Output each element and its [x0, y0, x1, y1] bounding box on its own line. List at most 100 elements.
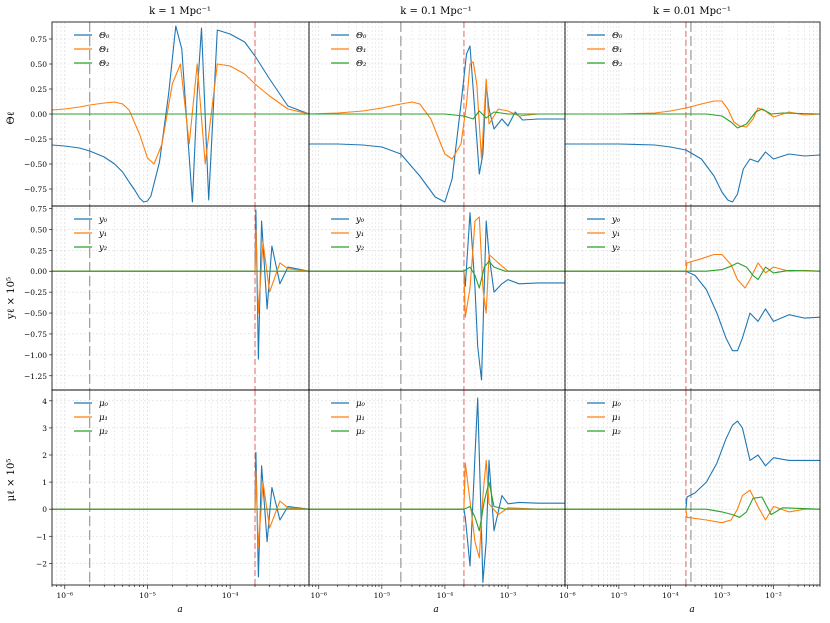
y-tick-label: −0.25	[24, 288, 47, 297]
series-1-line	[565, 143, 820, 203]
panel-frame	[564, 389, 821, 586]
series-group	[52, 209, 309, 360]
y-tick-label: −0.50	[24, 160, 47, 169]
column-titles: k = 1 Mpc⁻¹ k = 0.1 Mpc⁻¹ k = 0.01 Mpc⁻¹	[149, 6, 731, 17]
column-title-1: k = 1 Mpc⁻¹	[149, 6, 211, 17]
series-group	[565, 100, 820, 203]
legend-label: μ₁	[356, 413, 365, 423]
row-labels: Θℓ yℓ × 10⁵ μℓ × 10⁵	[6, 112, 17, 502]
series-1-line	[52, 451, 309, 578]
panel-frame	[308, 389, 566, 586]
series-2-line	[52, 470, 309, 548]
legend-label: μ₂	[612, 427, 622, 437]
legend-label: Θ₀	[612, 31, 623, 41]
x-tick-label: 10⁻⁵	[374, 591, 391, 600]
series-1-line	[309, 45, 565, 203]
legend-label: Θ₁	[612, 45, 622, 55]
x-tick-label: 10⁻³	[714, 591, 731, 600]
legend-label: Θ₂	[356, 59, 367, 69]
series-1-line	[309, 212, 565, 381]
legend: μ₀ μ₁ μ₂	[74, 399, 109, 437]
series-1-line	[309, 397, 565, 583]
panel-frame	[51, 205, 310, 391]
legend-label: μ₀	[99, 399, 109, 409]
x-tick-label: 10⁻⁶	[57, 591, 74, 600]
series-1-line	[565, 270, 820, 352]
x-tick-label: 10⁻⁴	[437, 591, 454, 600]
legend-label: Θ₁	[99, 45, 109, 55]
legend: y₀ y₁ y₂	[74, 215, 108, 253]
legend: Θ₀ Θ₁ Θ₂	[74, 31, 110, 69]
x-tick-label: 10⁻⁴	[222, 591, 239, 600]
series-1-line	[52, 25, 309, 203]
y-tick-label: 0.50	[30, 60, 47, 69]
x-axis-labels: a a a	[177, 605, 694, 615]
series-group	[309, 212, 565, 381]
legend-label: μ₂	[99, 427, 109, 437]
y-tick-label: −0.25	[24, 135, 47, 144]
ylabel-y: yℓ × 10⁵	[6, 277, 17, 320]
y-tick-label: 0.25	[30, 246, 47, 255]
series-2-line	[309, 61, 565, 160]
x-tick-label: 10⁻⁴	[662, 591, 679, 600]
panel-frame	[308, 205, 566, 391]
series-3-line	[565, 262, 820, 281]
y-tick-label: 0.25	[30, 85, 47, 94]
y-tick-label: −0.75	[24, 185, 47, 194]
ylabel-theta: Θℓ	[6, 112, 17, 125]
legend: Θ₀ Θ₁ Θ₂	[587, 31, 623, 69]
series-2-line	[52, 228, 309, 314]
series-group	[52, 25, 309, 203]
x-tick-label: 10⁻²	[765, 591, 782, 600]
series-3-line	[309, 260, 565, 289]
panel-r2-c2: y₀ y₁ y₂	[308, 205, 566, 391]
y-tick-label: 2	[42, 451, 47, 460]
y-tick-label: 1	[42, 478, 47, 487]
y-tick-label: 0.50	[30, 225, 47, 234]
series-3-line	[309, 110, 565, 120]
series-2-line	[565, 489, 820, 524]
y-tick-label: −1	[36, 532, 47, 541]
series-3-line	[309, 481, 565, 532]
panels: −0.75−0.50−0.250.000.250.500.75 Θ₀Θ₁Θ₂Θ₀Θ…	[24, 21, 821, 600]
y-tick-label: 0	[42, 505, 47, 514]
y-tick-label: −2	[36, 559, 47, 568]
panel-r3-c2: 10⁻⁶ 10⁻⁵ 10⁻⁴ 10⁻³ μ₀ μ₁ μ₂	[308, 389, 566, 600]
legend-label: y₀	[98, 215, 108, 225]
legend-label: Θ₂	[612, 59, 623, 69]
y-tick-label: −0.75	[24, 330, 47, 339]
legend-label: μ₂	[356, 427, 366, 437]
xlabel-2: a	[433, 605, 438, 615]
series-2-line	[565, 253, 820, 289]
x-tick-label: 10⁻⁶	[559, 591, 576, 600]
panel-frame	[51, 389, 310, 586]
panel-r1-c1: −0.75 −0.50 −0.25 0.00 0.25 0.50 0.75 Θ₀ Θ₁ Θ₂	[24, 21, 310, 207]
legend-label: y₂	[98, 243, 108, 253]
legend-label: y₁	[98, 229, 107, 239]
legend-label: μ₀	[612, 399, 622, 409]
legend: μ₀ μ₁ μ₂	[587, 399, 622, 437]
legend-label: Θ₀	[99, 31, 110, 41]
legend-label: μ₁	[99, 413, 108, 423]
panel-r2-c1: −1.25 −1.00 −0.75 −0.50 −0.25 0.00 0.25 0.50 0.7…	[24, 205, 310, 391]
series-group	[565, 420, 820, 524]
series-2-line	[309, 216, 565, 318]
legend: Θ₀ Θ₁ Θ₂	[331, 31, 367, 69]
legend: y₀ y₁ y₂	[587, 215, 621, 253]
legend-label: Θ₂	[99, 59, 110, 69]
panel-r1-c2: Θ₀ Θ₁ Θ₂	[308, 21, 566, 207]
series-2-line	[309, 459, 565, 559]
y-tick-label: −1.25	[24, 372, 47, 381]
x-tick-label: 10⁻³	[500, 591, 517, 600]
y-tick-label: −0.50	[24, 309, 47, 318]
series-2-line	[565, 100, 820, 128]
panel-r3-c3: 10⁻⁶ 10⁻⁵ 10⁻⁴ 10⁻³ 10⁻² μ₀ μ₁ μ₂	[559, 389, 821, 600]
legend-label: Θ₀	[356, 31, 367, 41]
legend-label: μ₁	[612, 413, 621, 423]
y-tick-label: 4	[42, 397, 47, 406]
column-title-2: k = 0.1 Mpc⁻¹	[400, 6, 471, 17]
ylabel-mu: μℓ × 10⁵	[6, 459, 17, 502]
y-tick-label: 0.75	[30, 35, 47, 44]
series-1-line	[565, 420, 820, 510]
legend: y₀ y₁ y₂	[331, 215, 365, 253]
